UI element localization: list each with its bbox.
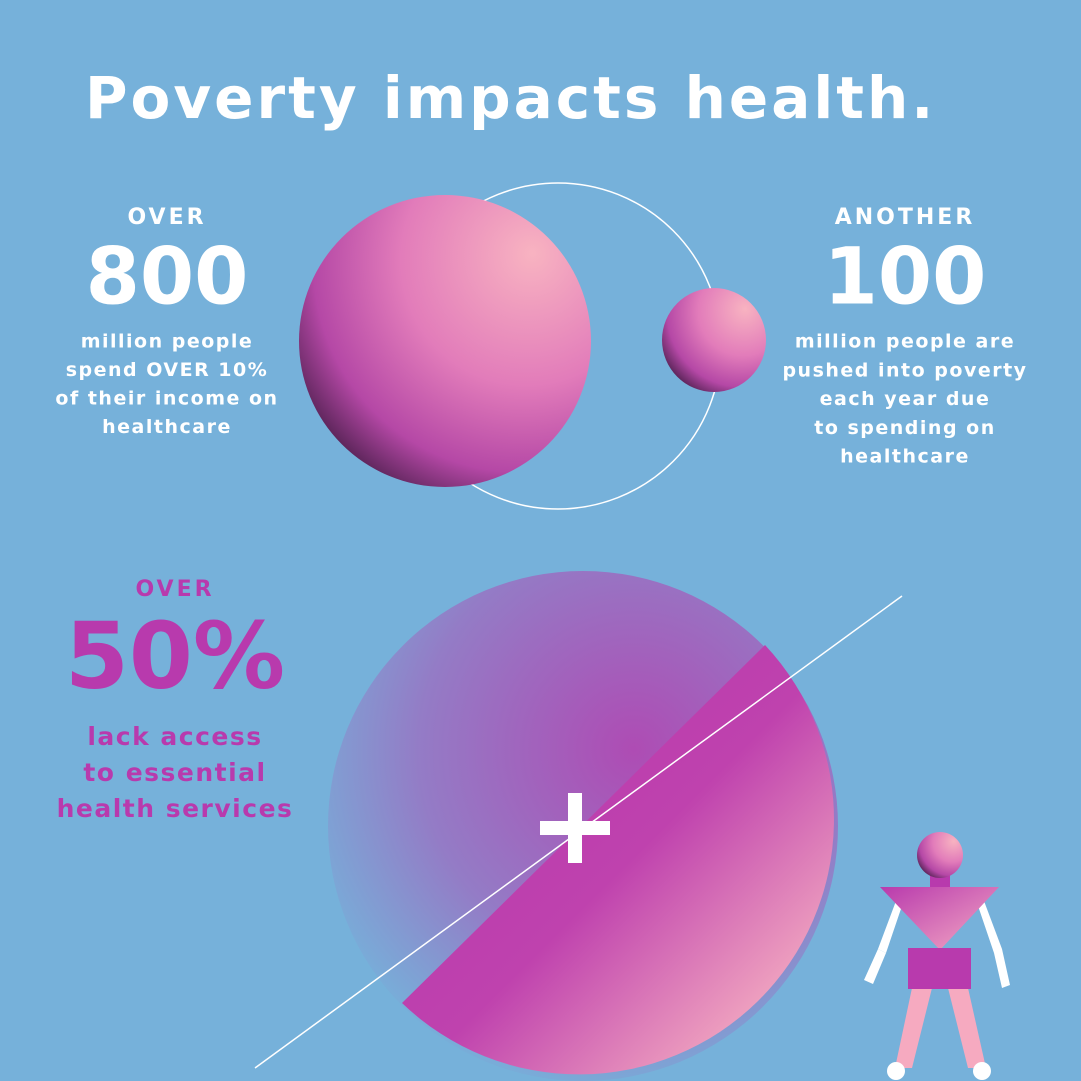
hips	[908, 948, 971, 989]
left-arm	[878, 893, 905, 953]
title: Poverty impacts health.	[85, 64, 936, 132]
small-sphere	[662, 288, 766, 392]
figure	[864, 832, 1010, 1080]
stat-text: of their income on	[55, 388, 278, 410]
stat-text: spend OVER 10%	[66, 359, 269, 381]
stat-number: 800	[86, 232, 249, 322]
stat-text: health services	[57, 794, 294, 823]
right-leg	[948, 988, 986, 1068]
plus-sign	[540, 793, 610, 863]
head	[917, 832, 963, 878]
stat-text: to spending on	[814, 417, 996, 439]
stat-text: million people are	[795, 331, 1015, 353]
stat-text: pushed into poverty	[782, 359, 1027, 381]
left-leg	[895, 988, 932, 1068]
large-sphere	[299, 195, 591, 487]
stat-number: 100	[824, 232, 987, 322]
stat-text: million people	[81, 331, 254, 353]
solid-half	[402, 645, 834, 1075]
stat-label: ANOTHER	[835, 205, 976, 230]
stat-text: lack access	[87, 722, 262, 751]
right-foot	[973, 1062, 991, 1080]
stat-text: healthcare	[840, 446, 970, 468]
left-forearm	[864, 949, 886, 984]
right-arm	[975, 893, 1010, 988]
stat-label: OVER	[127, 205, 206, 230]
torso	[880, 887, 999, 950]
plus-horizontal	[540, 821, 610, 835]
stat-label: OVER	[135, 577, 214, 602]
stat-text: healthcare	[102, 416, 232, 438]
stat-text: to essential	[83, 758, 266, 787]
stat-number: 50%	[65, 602, 285, 709]
left-foot	[887, 1062, 905, 1080]
stat-text: each year due	[820, 388, 991, 410]
